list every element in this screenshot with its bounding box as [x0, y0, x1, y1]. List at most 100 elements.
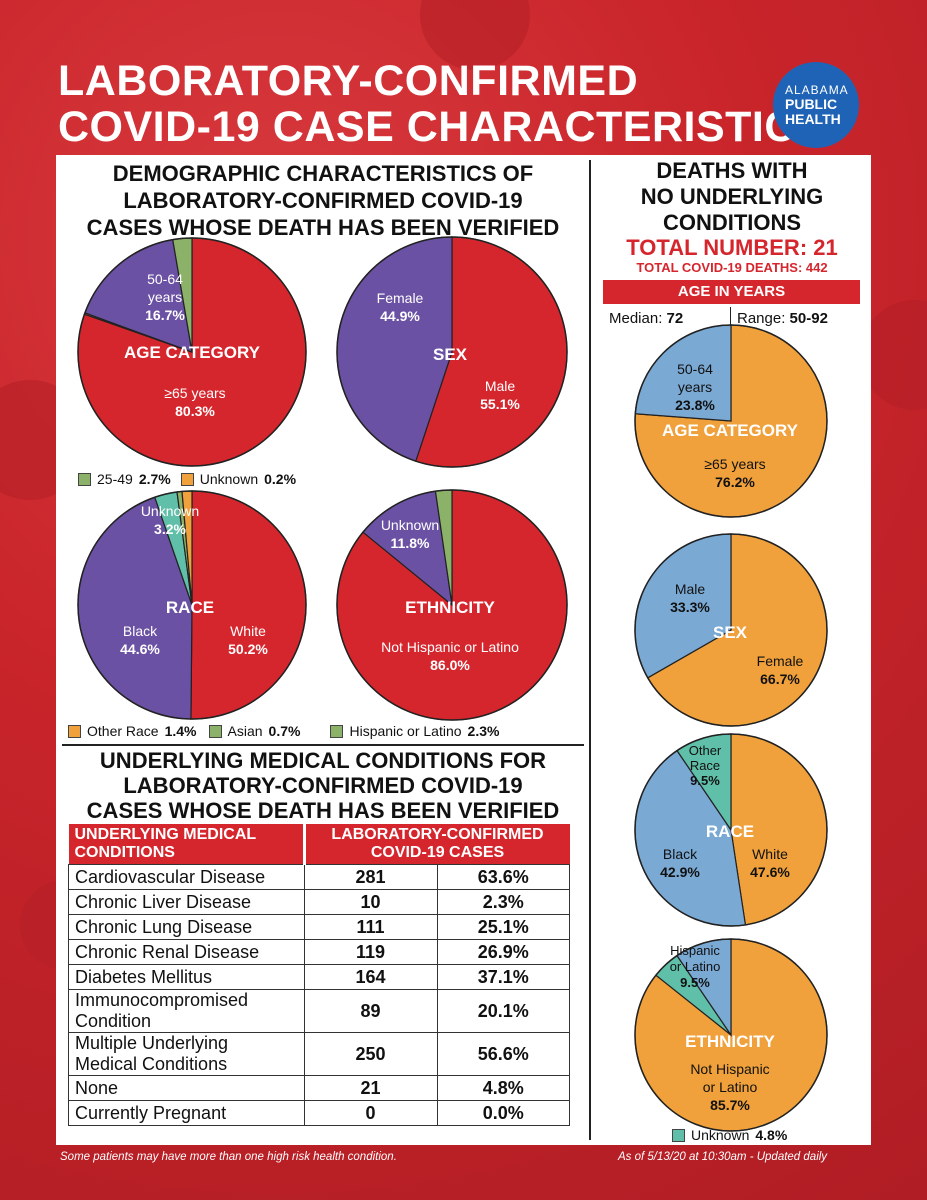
alabama-public-health-logo: ALABAMA PUBLIC HEALTH [773, 62, 859, 148]
condition-cell: Chronic Renal Disease [68, 939, 305, 965]
percent-cell: 2.3% [436, 889, 570, 915]
legend-swatch [208, 724, 222, 738]
sex-title: SEX [432, 345, 468, 364]
table-header-row: UNDERLYING MEDICAL CONDITIONS LABORATORY-… [68, 824, 570, 865]
range-stat: Range: 50-92 [737, 310, 828, 327]
count-cell: 89 [303, 989, 438, 1033]
total-deaths: TOTAL COVID-19 DEATHS: 442 [636, 260, 828, 275]
header-cases: LABORATORY-CONFIRMED COVID-19 CASES [302, 824, 570, 865]
legend-swatch [78, 472, 91, 486]
r-sex-label-female: Female 66.7% [756, 653, 804, 687]
pie-outline [336, 236, 568, 468]
r-eth-title: ETHNICITY [685, 1032, 775, 1051]
r-age-label-65: ≥65 years 76.2% [704, 456, 766, 490]
conditions-heading: UNDERLYING MEDICAL CONDITIONS FOR LABORAT… [86, 748, 560, 823]
condition-cell: None [68, 1075, 305, 1101]
count-cell: 164 [303, 964, 438, 990]
ethnicity-title: ETHNICITY [405, 598, 495, 617]
percent-cell: 25.1% [436, 914, 570, 940]
vertical-divider [589, 160, 591, 1140]
table-row: Diabetes Mellitus 164 37.1% [68, 964, 570, 990]
r-race-label-other: Other Race 9.5% [688, 743, 722, 788]
demographic-heading: DEMOGRAPHIC CHARACTERISTICS OF LABORATORY… [86, 161, 560, 240]
table-row: Chronic Liver Disease 10 2.3% [68, 889, 570, 915]
total-number: TOTAL NUMBER: 21 [626, 235, 838, 260]
race-label-unknown: Unknown 3.2% [140, 503, 200, 537]
table-row: Currently Pregnant 0 0.0% [68, 1100, 570, 1126]
percent-cell: 0.0% [436, 1100, 570, 1126]
conditions-table: UNDERLYING MEDICAL CONDITIONS LABORATORY-… [68, 824, 570, 1126]
percent-cell: 37.1% [436, 964, 570, 990]
age-label-65: ≥65 years 80.3% [164, 385, 226, 419]
table-row: Immunocompromised Condition 89 20.1% [68, 989, 570, 1033]
legend-swatch [330, 724, 344, 738]
r-race-label-white: White 47.6% [750, 846, 790, 880]
pie-outline [77, 490, 307, 720]
pie-outline [634, 733, 828, 927]
r-eth-label-hispanic: Hispanic or Latino 9.5% [669, 943, 721, 990]
right-heading: DEATHS WITH NO UNDERLYING CONDITIONS [640, 158, 824, 235]
r-age-label-50-64: 50-64 years 23.8% [675, 361, 715, 413]
condition-cell: Currently Pregnant [68, 1100, 305, 1126]
percent-cell: 56.6% [436, 1032, 570, 1076]
median-stat: Median: 72 [609, 310, 684, 327]
count-cell: 21 [303, 1075, 438, 1101]
legend-swatch [68, 724, 81, 738]
condition-cell: Immunocompromised Condition [68, 989, 305, 1033]
age-label-50-64: 50-64 years 16.7% [145, 271, 185, 323]
table-row: None 21 4.8% [68, 1075, 570, 1101]
r-sex-label-male: Male 33.3% [670, 581, 710, 615]
count-cell: 281 [303, 864, 438, 890]
condition-cell: Cardiovascular Disease [68, 864, 305, 890]
table-row: Multiple Underlying Medical Conditions 250… [68, 1032, 570, 1076]
footer-date: As of 5/13/20 at 10:30am - Updated daily [618, 1151, 828, 1163]
age-in-years-bar: AGE IN YEARS [603, 280, 860, 304]
condition-cell: Multiple Underlying Medical Conditions [68, 1032, 305, 1076]
race-title: RACE [165, 598, 215, 617]
percent-cell: 26.9% [436, 939, 570, 965]
stat-divider [730, 307, 731, 333]
age-stats: Median: 72 Range: 50-92 [603, 307, 860, 333]
count-cell: 111 [303, 914, 438, 940]
r-race-title: RACE [705, 822, 755, 841]
legend-swatch [672, 1128, 685, 1142]
eth-label-not-hispanic: Not Hispanic or Latino 86.0% [381, 639, 519, 673]
percent-cell: 4.8% [436, 1075, 570, 1101]
table-row: Chronic Lung Disease 111 25.1% [68, 914, 570, 940]
count-cell: 119 [303, 939, 438, 965]
eth-label-unknown: Unknown 11.8% [380, 517, 440, 551]
condition-cell: Chronic Liver Disease [68, 889, 305, 915]
r-eth-label-not-hispanic: Not Hispanic or Latino 85.7% [690, 1061, 770, 1113]
race-eth-legend: Other Race 1.4% Asian 0.7% Hispanic or Lat… [68, 723, 499, 739]
pie-outline [634, 324, 828, 518]
race-label-black: Black 44.6% [120, 623, 160, 657]
pie-outline [336, 489, 568, 721]
r-sex-title: SEX [712, 623, 748, 642]
pie-outline [77, 237, 307, 467]
pie-outline [634, 533, 828, 727]
condition-cell: Diabetes Mellitus [68, 964, 305, 990]
pie-outline [634, 938, 828, 1132]
table-row: Chronic Renal Disease 119 26.9% [68, 939, 570, 965]
header-conditions: UNDERLYING MEDICAL CONDITIONS [68, 824, 304, 865]
r-race-label-black: Black 42.9% [660, 846, 700, 880]
r-eth-legend: Unknown 4.8% [672, 1127, 787, 1143]
count-cell: 250 [303, 1032, 438, 1076]
legend-swatch [180, 472, 194, 486]
count-cell: 0 [303, 1100, 438, 1126]
table-row: Cardiovascular Disease 281 63.6% [68, 864, 570, 890]
race-label-white: White 50.2% [228, 623, 268, 657]
page-title: LABORATORY-CONFIRMED COVID-19 CASE CHARAC… [58, 57, 826, 151]
condition-cell: Chronic Lung Disease [68, 914, 305, 940]
percent-cell: 20.1% [436, 989, 570, 1033]
sex-label-female: Female 44.9% [376, 290, 424, 324]
horizontal-divider [62, 744, 584, 746]
percent-cell: 63.6% [436, 864, 570, 890]
r-age-title: AGE CATEGORY [661, 421, 798, 440]
footer-note: Some patients may have more than one hig… [60, 1151, 397, 1163]
age-category-title: AGE CATEGORY [123, 343, 260, 362]
age-legend: 25-49 2.7% Unknown 0.2% [78, 471, 296, 487]
sex-label-male: Male 55.1% [480, 378, 520, 412]
count-cell: 10 [303, 889, 438, 915]
